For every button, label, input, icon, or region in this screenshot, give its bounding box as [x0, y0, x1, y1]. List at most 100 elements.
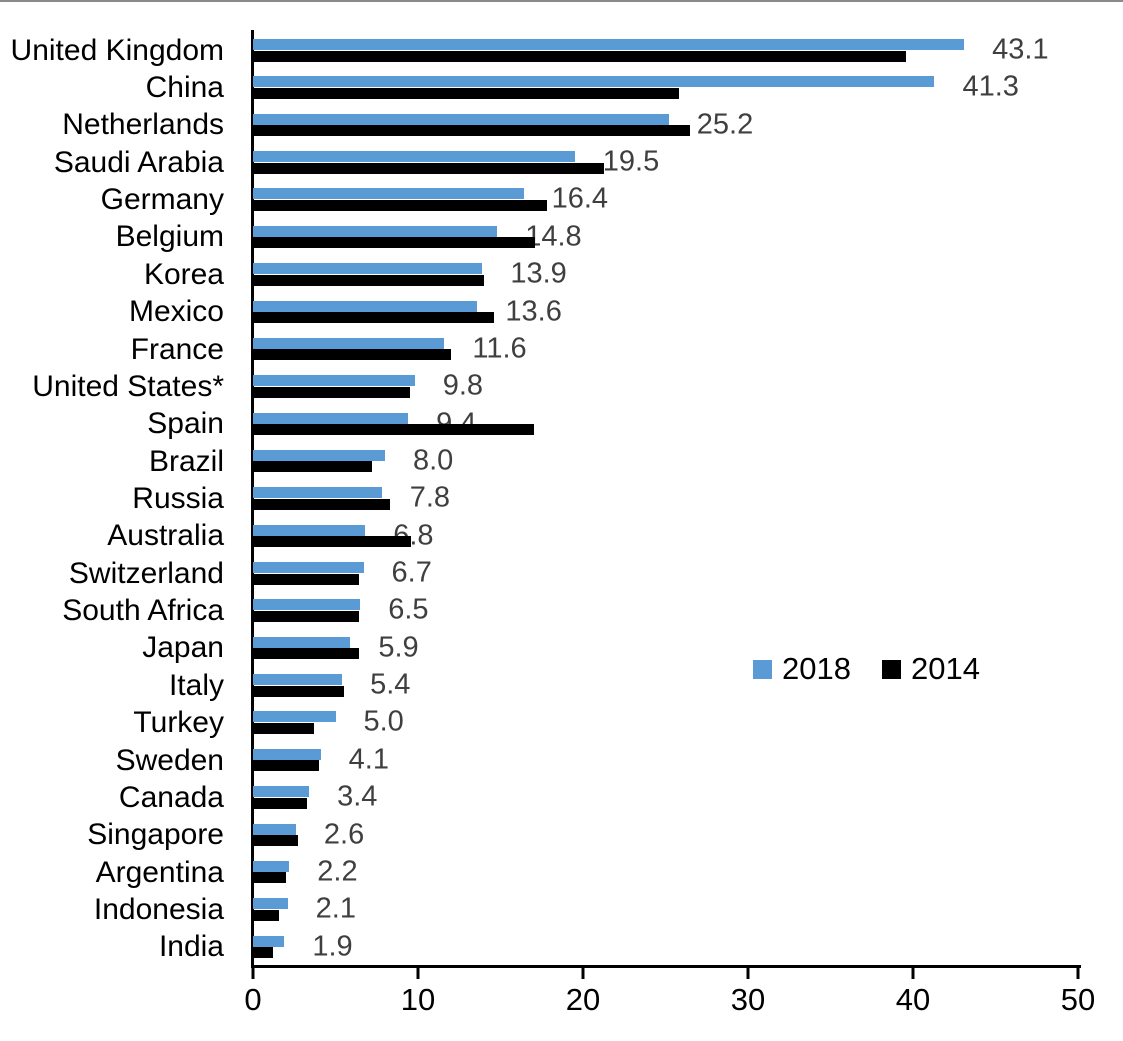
bars-group: 14.8 [253, 219, 1123, 256]
bar-2014 [253, 872, 286, 884]
bar-2014 [253, 312, 494, 324]
bar-2018 [253, 786, 310, 798]
bar-2018 [253, 263, 483, 275]
bar-2014 [253, 760, 319, 772]
legend-swatch-2018 [753, 659, 772, 679]
legend-label-2014: 2014 [910, 651, 980, 686]
bar-2018 [253, 599, 361, 611]
bars-group: 5.9 [253, 630, 1123, 667]
country-row: Argentina 2.2 [0, 854, 1123, 891]
country-row: Switzerland 6.7 [0, 555, 1123, 592]
bar-2014 [253, 797, 308, 809]
country-label: France [130, 332, 224, 366]
bars-group: 9.8 [253, 368, 1123, 405]
tick-mark [1076, 968, 1080, 979]
bar-2018 [253, 300, 478, 312]
country-label: Canada [118, 780, 224, 814]
bars-group: 3.4 [253, 779, 1123, 816]
tick-label: 0 [244, 982, 262, 1017]
country-label: Belgium [115, 220, 224, 254]
country-row: Belgium 14.8 [0, 219, 1123, 256]
bars-group: 16.4 [253, 181, 1123, 218]
bar-2018 [253, 188, 524, 200]
bars-group: 5.0 [253, 704, 1123, 741]
value-label: 5.4 [370, 668, 411, 701]
country-row: India 1.9 [0, 929, 1123, 966]
country-row: Singapore 2.6 [0, 817, 1123, 854]
bars-group: 6.7 [253, 555, 1123, 592]
x-axis-line [251, 965, 1081, 968]
country-row: Mexico 13.6 [0, 294, 1123, 331]
bars-group: 25.2 [253, 107, 1123, 144]
bar-rows: United Kingdom 43.1 China 41.3 Netherlan… [0, 32, 1123, 966]
country-label: South Africa [62, 594, 224, 628]
country-label: Turkey [133, 706, 224, 740]
tick-mark [746, 968, 750, 979]
bar-2014 [253, 573, 359, 585]
country-label: Singapore [87, 818, 224, 852]
country-row: Italy 5.4 [0, 667, 1123, 704]
bar-2014 [253, 461, 372, 473]
bar-2014 [253, 947, 273, 959]
bar-2018 [253, 562, 364, 574]
value-label: 25.2 [696, 108, 754, 141]
country-label: Spain [147, 407, 224, 441]
country-row: Australia 6.8 [0, 518, 1123, 555]
value-label: 4.1 [348, 743, 389, 776]
value-label: 2.1 [315, 892, 356, 925]
country-label: Germany [100, 183, 224, 217]
y-axis-line [251, 30, 254, 968]
country-label: Korea [143, 257, 224, 291]
country-label: Japan [142, 631, 224, 665]
bar-2014 [253, 349, 451, 361]
bars-group: 19.5 [253, 144, 1123, 181]
country-row: South Africa 6.5 [0, 592, 1123, 629]
country-label: Saudi Arabia [53, 145, 224, 179]
bars-group: 11.6 [253, 331, 1123, 368]
country-label: Italy [168, 668, 224, 702]
bar-2014 [253, 125, 691, 137]
legend-item-2018: 2018 [753, 651, 851, 687]
bar-2014 [253, 386, 410, 398]
bars-group: 8.0 [253, 443, 1123, 480]
bars-group: 4.1 [253, 742, 1123, 779]
top-border-rule [0, 0, 1123, 2]
bars-group: 2.6 [253, 817, 1123, 854]
country-label: Switzerland [68, 556, 224, 590]
bar-2018 [253, 449, 385, 461]
country-label: United Kingdom [10, 33, 224, 67]
value-label: 41.3 [962, 70, 1019, 103]
bar-2014 [253, 237, 536, 249]
value-label: 6.7 [391, 556, 432, 589]
bar-2018 [253, 113, 669, 125]
value-label: 43.1 [992, 33, 1049, 66]
bars-group: 13.6 [253, 294, 1123, 331]
value-label: 5.0 [363, 705, 404, 738]
bar-2018 [253, 337, 445, 349]
bar-2014 [253, 87, 679, 99]
country-row: Sweden 4.1 [0, 742, 1123, 779]
country-label: United States* [32, 369, 224, 403]
country-row: Turkey 5.0 [0, 704, 1123, 741]
bars-group: 2.2 [253, 854, 1123, 891]
country-row: Netherlands 25.2 [0, 107, 1123, 144]
value-label: 13.6 [505, 295, 562, 328]
legend-label-2018: 2018 [782, 651, 851, 686]
bars-group: 9.4 [253, 406, 1123, 443]
bar-2018 [253, 748, 321, 760]
country-label: Mexico [128, 295, 224, 329]
country-label: Argentina [95, 855, 224, 889]
country-row: Japan 5.9 [0, 630, 1123, 667]
value-label: 8.0 [413, 444, 454, 477]
value-label: 3.4 [337, 780, 378, 813]
country-label: Indonesia [93, 892, 224, 926]
country-row: France 11.6 [0, 331, 1123, 368]
bars-group: 41.3 [253, 69, 1123, 106]
country-row: Spain 9.4 [0, 406, 1123, 443]
value-label: 19.5 [602, 145, 660, 178]
country-row: United Kingdom 43.1 [0, 32, 1123, 69]
bar-2018 [253, 39, 965, 50]
value-label: 6.5 [388, 593, 429, 626]
tick-label: 30 [730, 982, 766, 1017]
